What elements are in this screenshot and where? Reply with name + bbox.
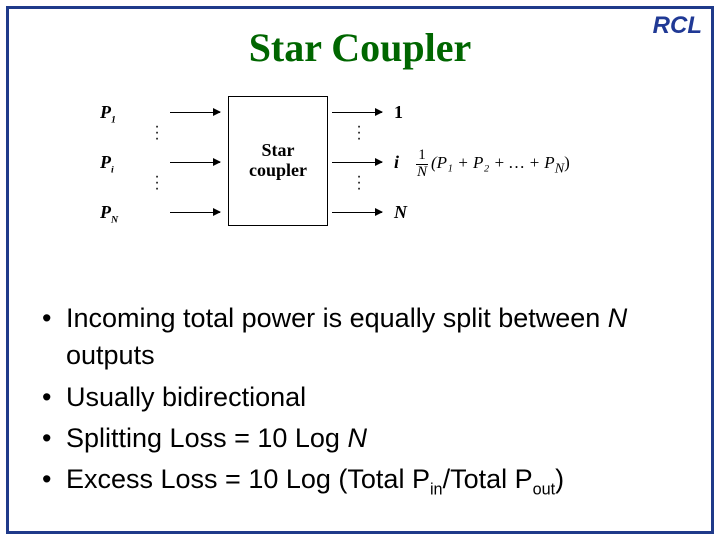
formula-body: (P₁ + P₂ + … + P	[431, 153, 555, 172]
pi-letter: P	[100, 152, 111, 172]
arrow-in-n	[170, 212, 220, 213]
b1-text-b: outputs	[66, 340, 155, 370]
box-line1: Star	[262, 141, 295, 161]
star-coupler-diagram: P1 Pi PN ··· ··· Star coupler ··· ··· 1 …	[100, 90, 620, 270]
b3-text-a: Splitting Loss = 10 Log	[66, 423, 347, 453]
arrow-out-i	[332, 162, 382, 163]
bullet-4: Excess Loss = 10 Log (Total Pin/Total Po…	[38, 461, 690, 501]
bullet-3: Splitting Loss = 10 Log N	[38, 420, 690, 457]
frac-den: N	[416, 165, 428, 181]
bullet-2: Usually bidirectional	[38, 379, 690, 416]
input-dots-upper: ···	[154, 124, 160, 142]
arrow-out-n	[332, 212, 382, 213]
pi-sub: i	[111, 165, 114, 176]
output-dots-upper: ···	[356, 124, 362, 142]
b1-text-a: Incoming total power is equally split be…	[66, 303, 608, 333]
frac-num: 1	[416, 148, 428, 165]
input-pn: PN	[100, 202, 118, 226]
b4-text-b: )	[555, 464, 564, 494]
output-dots-lower: ···	[356, 174, 362, 192]
coupler-box: Star coupler	[228, 96, 328, 226]
output-n: N	[394, 202, 407, 223]
split-formula: 1 N (P₁ + P₂ + … + PN)	[416, 148, 570, 181]
slide-title: Star Coupler	[0, 24, 720, 71]
formula-close: )	[564, 153, 570, 172]
b3-N: N	[347, 423, 367, 453]
b4-sub-out: out	[533, 480, 556, 498]
arrow-in-i	[170, 162, 220, 163]
bullet-list: Incoming total power is equally split be…	[38, 300, 690, 505]
formula-fraction: 1 N	[416, 148, 428, 181]
output-1: 1	[394, 102, 403, 123]
formula-sub-n: N	[555, 161, 564, 177]
input-pi: Pi	[100, 152, 114, 176]
input-dots-lower: ···	[154, 174, 160, 192]
output-i: i	[394, 152, 399, 173]
arrow-out-1	[332, 112, 382, 113]
b1-N: N	[608, 303, 628, 333]
p1-letter: P	[100, 102, 111, 122]
bullet-1: Incoming total power is equally split be…	[38, 300, 690, 375]
b4-text-a: Excess Loss = 10 Log (Total P	[66, 464, 430, 494]
p1-sub: 1	[111, 115, 116, 126]
pn-letter: P	[100, 202, 111, 222]
box-line2: coupler	[249, 161, 307, 181]
b4-text-mid: /Total P	[443, 464, 533, 494]
arrow-in-1	[170, 112, 220, 113]
b4-sub-in: in	[430, 480, 443, 498]
input-p1: P1	[100, 102, 116, 126]
pn-sub: N	[111, 215, 118, 226]
